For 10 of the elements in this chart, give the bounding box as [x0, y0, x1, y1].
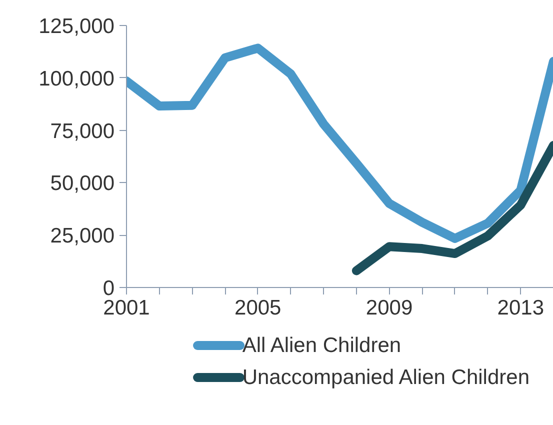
x-tick-label: 2013	[497, 296, 544, 320]
y-tick-label: 25,000	[50, 224, 115, 248]
legend-label: All Alien Children	[242, 334, 402, 357]
x-tick-label: 2005	[234, 296, 282, 320]
y-tick-label: 50,000	[50, 172, 115, 196]
y-tick-label: 125,000	[38, 15, 115, 38]
legend-label: Unaccompanied Alien Children	[242, 366, 530, 389]
y-tick-label: 75,000	[50, 120, 115, 143]
y-tick-label: 100,000	[38, 67, 115, 90]
x-tick-label: 2009	[366, 296, 413, 320]
